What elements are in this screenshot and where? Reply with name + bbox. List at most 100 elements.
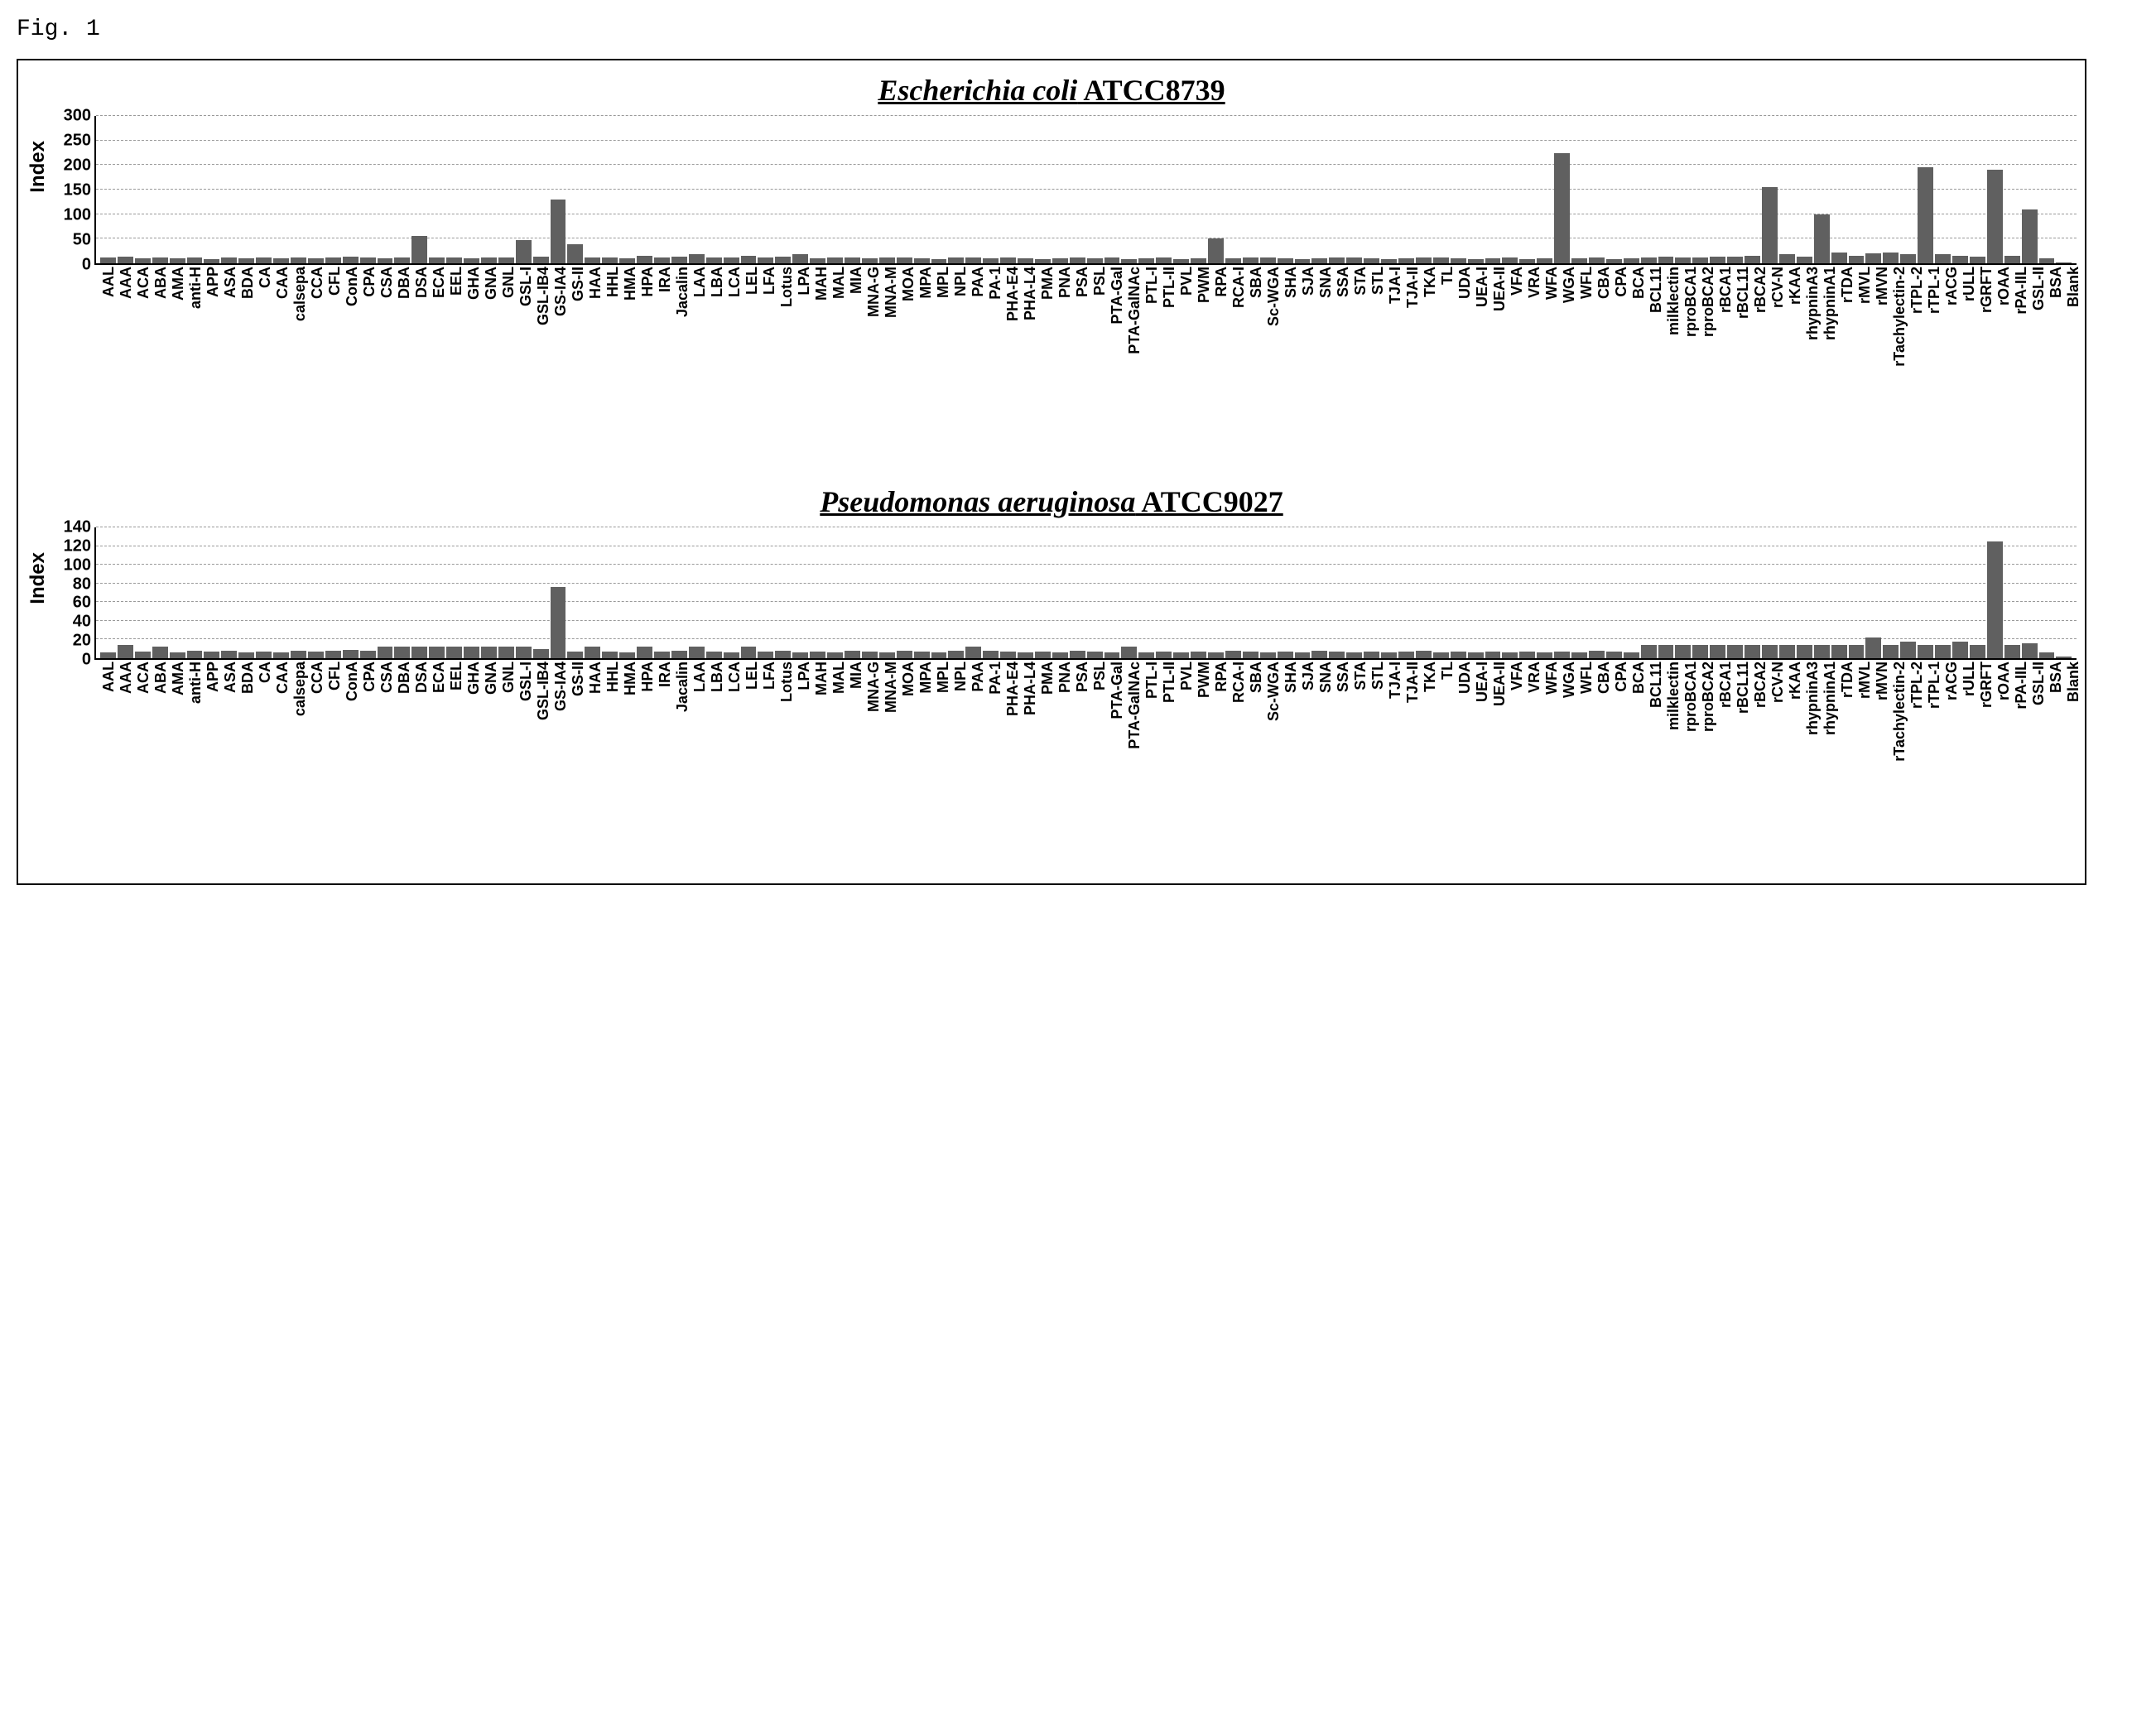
x-label: PVL <box>1170 265 1186 480</box>
bar <box>1883 645 1899 658</box>
bar <box>1364 258 1379 263</box>
bar <box>1865 253 1881 263</box>
x-label: UEA-II <box>1483 265 1499 480</box>
x-label: HAA <box>579 660 594 875</box>
bar <box>1138 652 1154 658</box>
bar <box>567 244 583 263</box>
bar <box>118 645 133 658</box>
plot-area <box>94 527 2077 660</box>
y-tick: 100 <box>64 556 91 575</box>
x-label: AAL <box>92 265 108 480</box>
bar <box>464 647 479 658</box>
bar <box>1952 642 1968 658</box>
bar <box>1173 259 1189 263</box>
bar <box>204 259 219 263</box>
x-label: LEL <box>735 265 751 480</box>
x-label: rMVN <box>1865 265 1881 480</box>
x-label: GSL-II <box>2022 265 2038 480</box>
x-label: rKAA <box>1778 265 1794 480</box>
x-label: rhypninA1 <box>1813 265 1829 480</box>
bar <box>810 652 825 658</box>
bar <box>481 257 497 263</box>
y-axis-label: Index <box>26 552 50 604</box>
bar <box>1675 645 1691 658</box>
bar <box>1779 645 1795 658</box>
x-label: BDA <box>231 660 247 875</box>
y-tick: 20 <box>73 632 91 651</box>
bar <box>1346 257 1362 263</box>
bar <box>792 254 808 263</box>
x-label: TL <box>1431 660 1446 875</box>
y-tick: 200 <box>64 156 91 176</box>
x-label: MIA <box>840 265 855 480</box>
x-label: STA <box>1344 265 1360 480</box>
plot-area <box>94 116 2077 265</box>
bar <box>1918 645 1933 658</box>
x-label: CAA <box>266 660 282 875</box>
x-label: rTDA <box>1831 265 1846 480</box>
bar <box>273 258 289 263</box>
bar <box>1606 259 1622 263</box>
x-label: Blank <box>2057 660 2072 875</box>
x-label: CBA <box>1587 265 1603 480</box>
chart-title-strain: ATCC9027 <box>1135 485 1283 518</box>
x-label: GNL <box>492 265 508 480</box>
x-labels: AALAAAACAABAAMAanti-HAPPASABDACACAAcalse… <box>88 660 2077 875</box>
x-label: rMVL <box>1848 265 1864 480</box>
bar <box>1433 652 1449 658</box>
x-label: DBA <box>387 265 403 480</box>
bar <box>879 652 895 658</box>
bar <box>1710 645 1725 658</box>
x-label: LCA <box>718 660 734 875</box>
x-label: rULL <box>1952 660 1968 875</box>
x-label: LPA <box>787 265 803 480</box>
chart-title: Pseudomonas aeruginosa ATCC9027 <box>26 484 2077 519</box>
x-label: GS-IA4 <box>544 660 560 875</box>
y-tick: 80 <box>73 575 91 594</box>
bar <box>1865 637 1881 658</box>
bar <box>170 652 185 658</box>
x-label: LFA <box>753 265 768 480</box>
bar <box>170 258 185 263</box>
bar <box>1571 258 1587 263</box>
bar <box>724 257 739 263</box>
bar <box>1692 645 1708 658</box>
bar <box>378 647 393 658</box>
x-label: MOA <box>892 265 907 480</box>
bar <box>1468 652 1484 658</box>
y-tick: 250 <box>64 132 91 151</box>
x-label: GS-II <box>561 660 577 875</box>
bar <box>1087 258 1103 263</box>
bar <box>221 651 237 658</box>
bar <box>2004 645 2020 658</box>
bar <box>965 257 981 263</box>
x-label: PA-1 <box>979 265 994 480</box>
bar <box>1225 651 1241 658</box>
x-label: GSL-IB4 <box>527 265 542 480</box>
bar <box>273 652 289 658</box>
bar <box>343 257 359 263</box>
x-label: rKAA <box>1778 660 1794 875</box>
bar <box>1468 259 1484 263</box>
bar <box>1381 259 1397 263</box>
bar <box>1156 257 1172 263</box>
bar <box>671 257 687 263</box>
x-label: PSA <box>1066 660 1081 875</box>
x-label: SHA <box>1274 265 1290 480</box>
x-label: PNA <box>1048 660 1064 875</box>
x-label: CPA <box>1605 265 1620 480</box>
x-label: rULL <box>1952 265 1968 480</box>
bar <box>792 652 808 658</box>
bar <box>1537 652 1552 658</box>
x-label: PHA-E4 <box>996 265 1012 480</box>
x-label: rOAA <box>1987 265 2003 480</box>
bar <box>446 257 462 263</box>
x-label: SBA <box>1239 265 1255 480</box>
x-label: SJA <box>1292 265 1307 480</box>
y-tick: 100 <box>64 206 91 225</box>
bar <box>654 652 670 658</box>
bar <box>1987 170 2003 263</box>
x-label: LAA <box>683 265 699 480</box>
bar <box>741 647 757 658</box>
bar <box>360 651 376 658</box>
